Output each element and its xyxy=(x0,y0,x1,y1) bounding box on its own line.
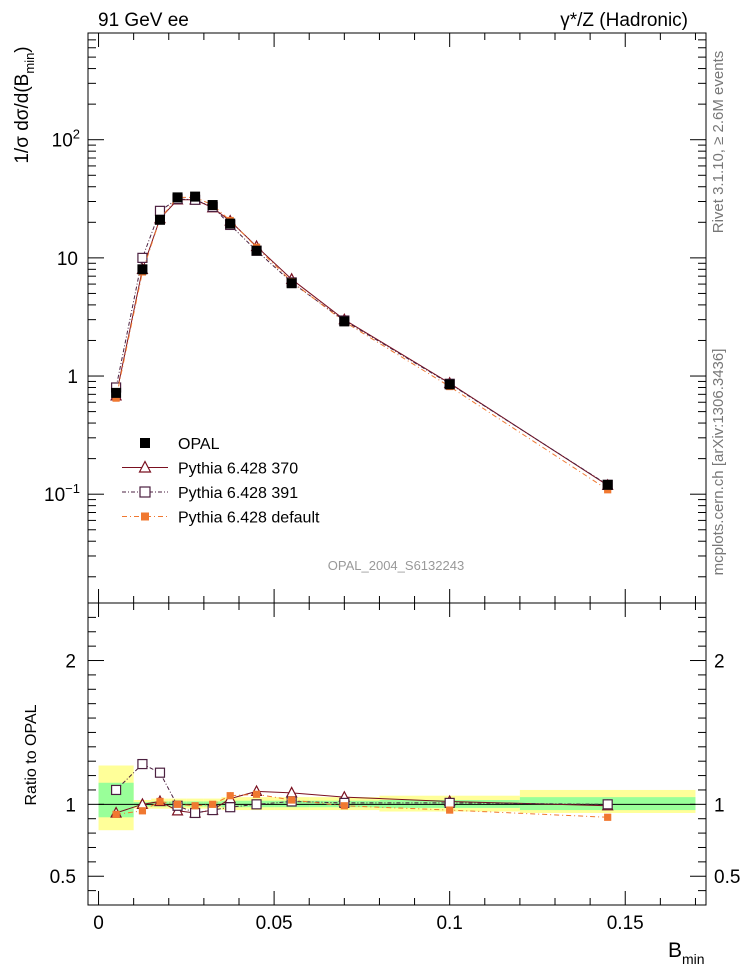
ratio-y-tick-label: 1 xyxy=(65,795,76,816)
point-0-0 xyxy=(111,387,122,398)
legend-label-3: Pythia 6.428 default xyxy=(178,510,320,527)
ratio-point-1-6 xyxy=(225,802,236,813)
main-panel: 102 10 1 10−1 xyxy=(44,32,707,905)
legend-label-2: Pythia 6.428 391 xyxy=(178,485,298,502)
legend-label-1: Pythia 6.428 370 xyxy=(178,461,298,478)
ratio-point-1-11 xyxy=(602,799,613,810)
ratio-y-tick-label: 0.5 xyxy=(50,867,76,888)
ratio-line-2 xyxy=(116,793,608,818)
point-0-10 xyxy=(444,379,455,390)
ratio-y-tick-label: 2 xyxy=(65,652,76,673)
x-axis-label: Bmin xyxy=(668,939,705,967)
ratio-y-tick-label-right: 1 xyxy=(714,795,725,816)
ratio-point-2-7 xyxy=(252,790,261,798)
point-0-9 xyxy=(339,316,350,327)
ratio-point-2-5 xyxy=(209,800,217,808)
ratio-y-tick-label-right: 0.5 xyxy=(714,867,740,888)
ratio-point-2-10 xyxy=(446,806,454,814)
ratio-point-2-0 xyxy=(112,810,120,818)
rivet-label: Rivet 3.1.10, ≥ 2.6M events xyxy=(710,51,727,234)
analysis-label: OPAL_2004_S6132243 xyxy=(328,558,464,573)
point-2-2 xyxy=(154,205,166,216)
ratio-point-1-1 xyxy=(137,758,148,770)
ratio-point-2-11 xyxy=(604,813,612,821)
point-0-8 xyxy=(286,278,297,289)
ratio-point-1-0 xyxy=(110,784,122,796)
ratio-point-0-8 xyxy=(285,786,298,798)
x-tick-label: 0 xyxy=(93,913,104,934)
ratio-y-tick-label-right: 2 xyxy=(714,652,725,673)
ratio-point-2-2 xyxy=(156,797,164,806)
point-0-11 xyxy=(602,479,613,490)
point-3-0 xyxy=(112,394,120,402)
ratio-panel: 0 0.05 0.1 0.15 2 2 1 1 0.5 0.5 xyxy=(50,602,740,934)
legend-marker-0 xyxy=(140,438,150,448)
y-tick-label: 10 xyxy=(57,249,78,270)
legend-marker-2 xyxy=(139,486,151,498)
ratio-point-2-1 xyxy=(138,807,147,815)
point-0-6 xyxy=(225,218,236,229)
ratio-point-2-9 xyxy=(340,802,348,810)
point-0-3 xyxy=(172,192,183,203)
point-0-4 xyxy=(190,191,201,202)
ratio-line-1 xyxy=(115,763,608,814)
mcplots-label: mcplots.cern.ch [arXiv:1306.3436] xyxy=(710,349,727,576)
x-tick-label: 0.1 xyxy=(436,913,462,934)
legend-marker-3 xyxy=(141,512,149,521)
ratio-point-1-4 xyxy=(189,807,201,819)
point-0-1 xyxy=(137,264,148,275)
ratio-frame xyxy=(87,602,707,906)
legend: OPAL Pythia 6.428 370 Pythia 6.428 391 Pyth… xyxy=(122,436,320,527)
main-ylabel: 1/σ dσ/d(Bmin) xyxy=(12,46,37,163)
header-left: 91 GeV ee xyxy=(98,10,189,31)
point-0-2 xyxy=(154,214,165,225)
ratio-point-2-8 xyxy=(288,796,296,804)
x-tick-label: 0.05 xyxy=(256,913,293,934)
x-tick-label: 0.15 xyxy=(607,913,644,934)
point-2-1 xyxy=(137,252,148,263)
legend-label-0: OPAL xyxy=(178,436,220,453)
y-tick-label: 102 xyxy=(52,127,80,152)
header-right: γ*/Z (Hadronic) xyxy=(560,10,688,31)
point-0-5 xyxy=(207,200,218,211)
ratio-point-1-7 xyxy=(251,799,262,810)
ratio-point-2-4 xyxy=(191,802,199,810)
ratio-point-2-6 xyxy=(226,792,234,800)
y-tick-label: 10−1 xyxy=(44,481,80,506)
series-line-3 xyxy=(115,196,608,491)
ratio-ylabel: Ratio to OPAL xyxy=(23,704,40,805)
legend-marker-1 xyxy=(138,460,152,473)
ratio-point-1-2 xyxy=(154,767,166,778)
ratio-point-1-10 xyxy=(444,797,455,808)
point-0-7 xyxy=(251,245,262,256)
y-tick-label: 1 xyxy=(67,367,78,388)
ratio-point-2-3 xyxy=(173,800,182,808)
